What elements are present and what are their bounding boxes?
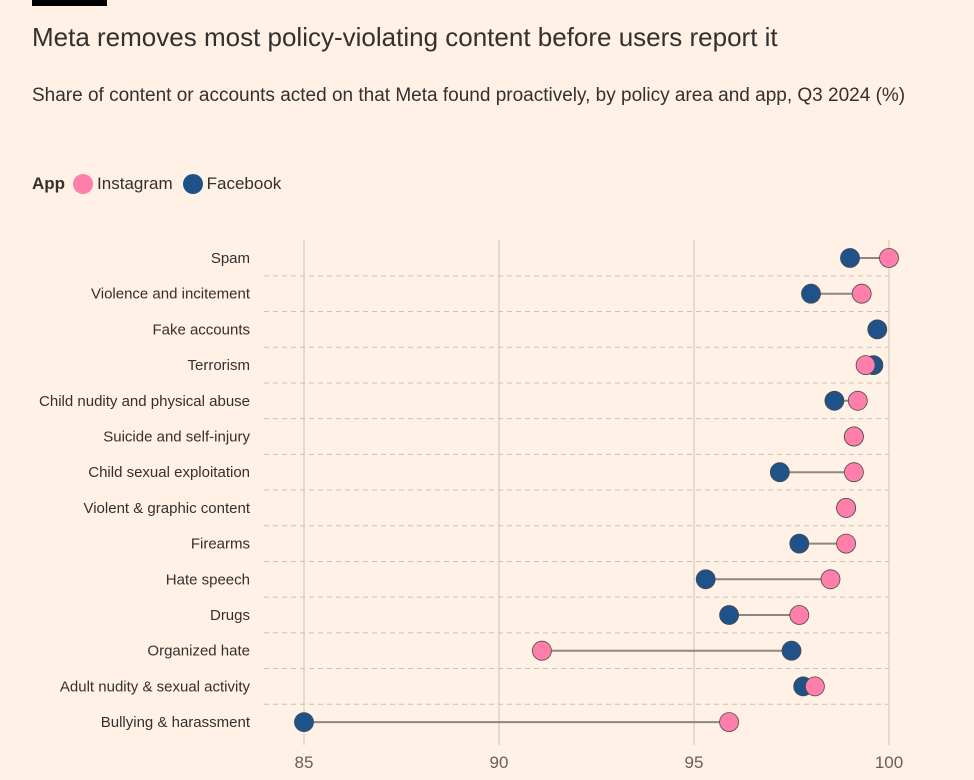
category-label: Firearms	[191, 536, 250, 553]
category-label: Organized hate	[147, 643, 250, 660]
facebook-dot	[695, 569, 716, 590]
instagram-dot	[844, 462, 864, 483]
facebook-dot	[801, 283, 821, 304]
legend-item-instagram: Instagram	[73, 174, 173, 194]
facebook-dot	[769, 462, 790, 483]
chart-title: Meta removes most policy-violating conte…	[32, 22, 778, 52]
instagram-dot	[847, 390, 868, 411]
instagram-dot	[719, 712, 739, 732]
facebook-dot	[781, 640, 802, 661]
x-tick-label: 100	[875, 753, 903, 772]
category-label: Child nudity and physical abuse	[39, 393, 250, 410]
category-label: Spam	[211, 250, 250, 267]
category-label: Adult nudity & sexual activity	[60, 678, 251, 695]
category-label: Suicide and self-injury	[103, 429, 250, 446]
instagram-dot	[836, 533, 856, 554]
legend-label-instagram: Instagram	[97, 174, 173, 193]
facebook-dot	[824, 390, 845, 411]
facebook-dot	[867, 319, 888, 340]
legend-label-facebook: Facebook	[206, 174, 282, 193]
instagram-dot	[836, 497, 856, 518]
facebook-dot	[840, 248, 860, 268]
instagram-dot	[532, 640, 552, 661]
facebook-dot	[789, 533, 810, 554]
category-label: Child sexual exploitation	[88, 464, 250, 481]
x-tick-label: 85	[295, 753, 314, 772]
category-label: Drugs	[210, 607, 250, 624]
x-tick-label: 95	[685, 753, 704, 772]
legend: App Instagram Facebook	[32, 172, 291, 196]
legend-swatch-instagram	[73, 174, 94, 194]
category-label: Violence and incitement	[91, 286, 251, 303]
instagram-dot	[820, 569, 841, 590]
legend-title: App	[32, 174, 66, 193]
facebook-dot	[719, 605, 739, 625]
instagram-dot	[855, 355, 876, 376]
legend-item-facebook: Facebook	[182, 174, 282, 194]
instagram-dot	[789, 605, 810, 625]
category-label: Terrorism	[188, 357, 251, 374]
category-label: Fake accounts	[152, 321, 250, 338]
instagram-dot	[844, 426, 864, 447]
category-label: Violent & graphic content	[83, 500, 250, 517]
instagram-dot	[879, 248, 899, 268]
instagram-dot	[851, 283, 872, 304]
chart-subtitle: Share of content or accounts acted on th…	[32, 85, 906, 106]
x-tick-label: 90	[490, 753, 509, 772]
legend-swatch-facebook	[182, 174, 203, 194]
brand-bar	[32, 0, 107, 6]
category-label: Hate speech	[166, 571, 250, 588]
instagram-dot	[805, 676, 825, 697]
facebook-dot	[294, 712, 314, 732]
category-label: Bullying & harassment	[101, 714, 251, 731]
